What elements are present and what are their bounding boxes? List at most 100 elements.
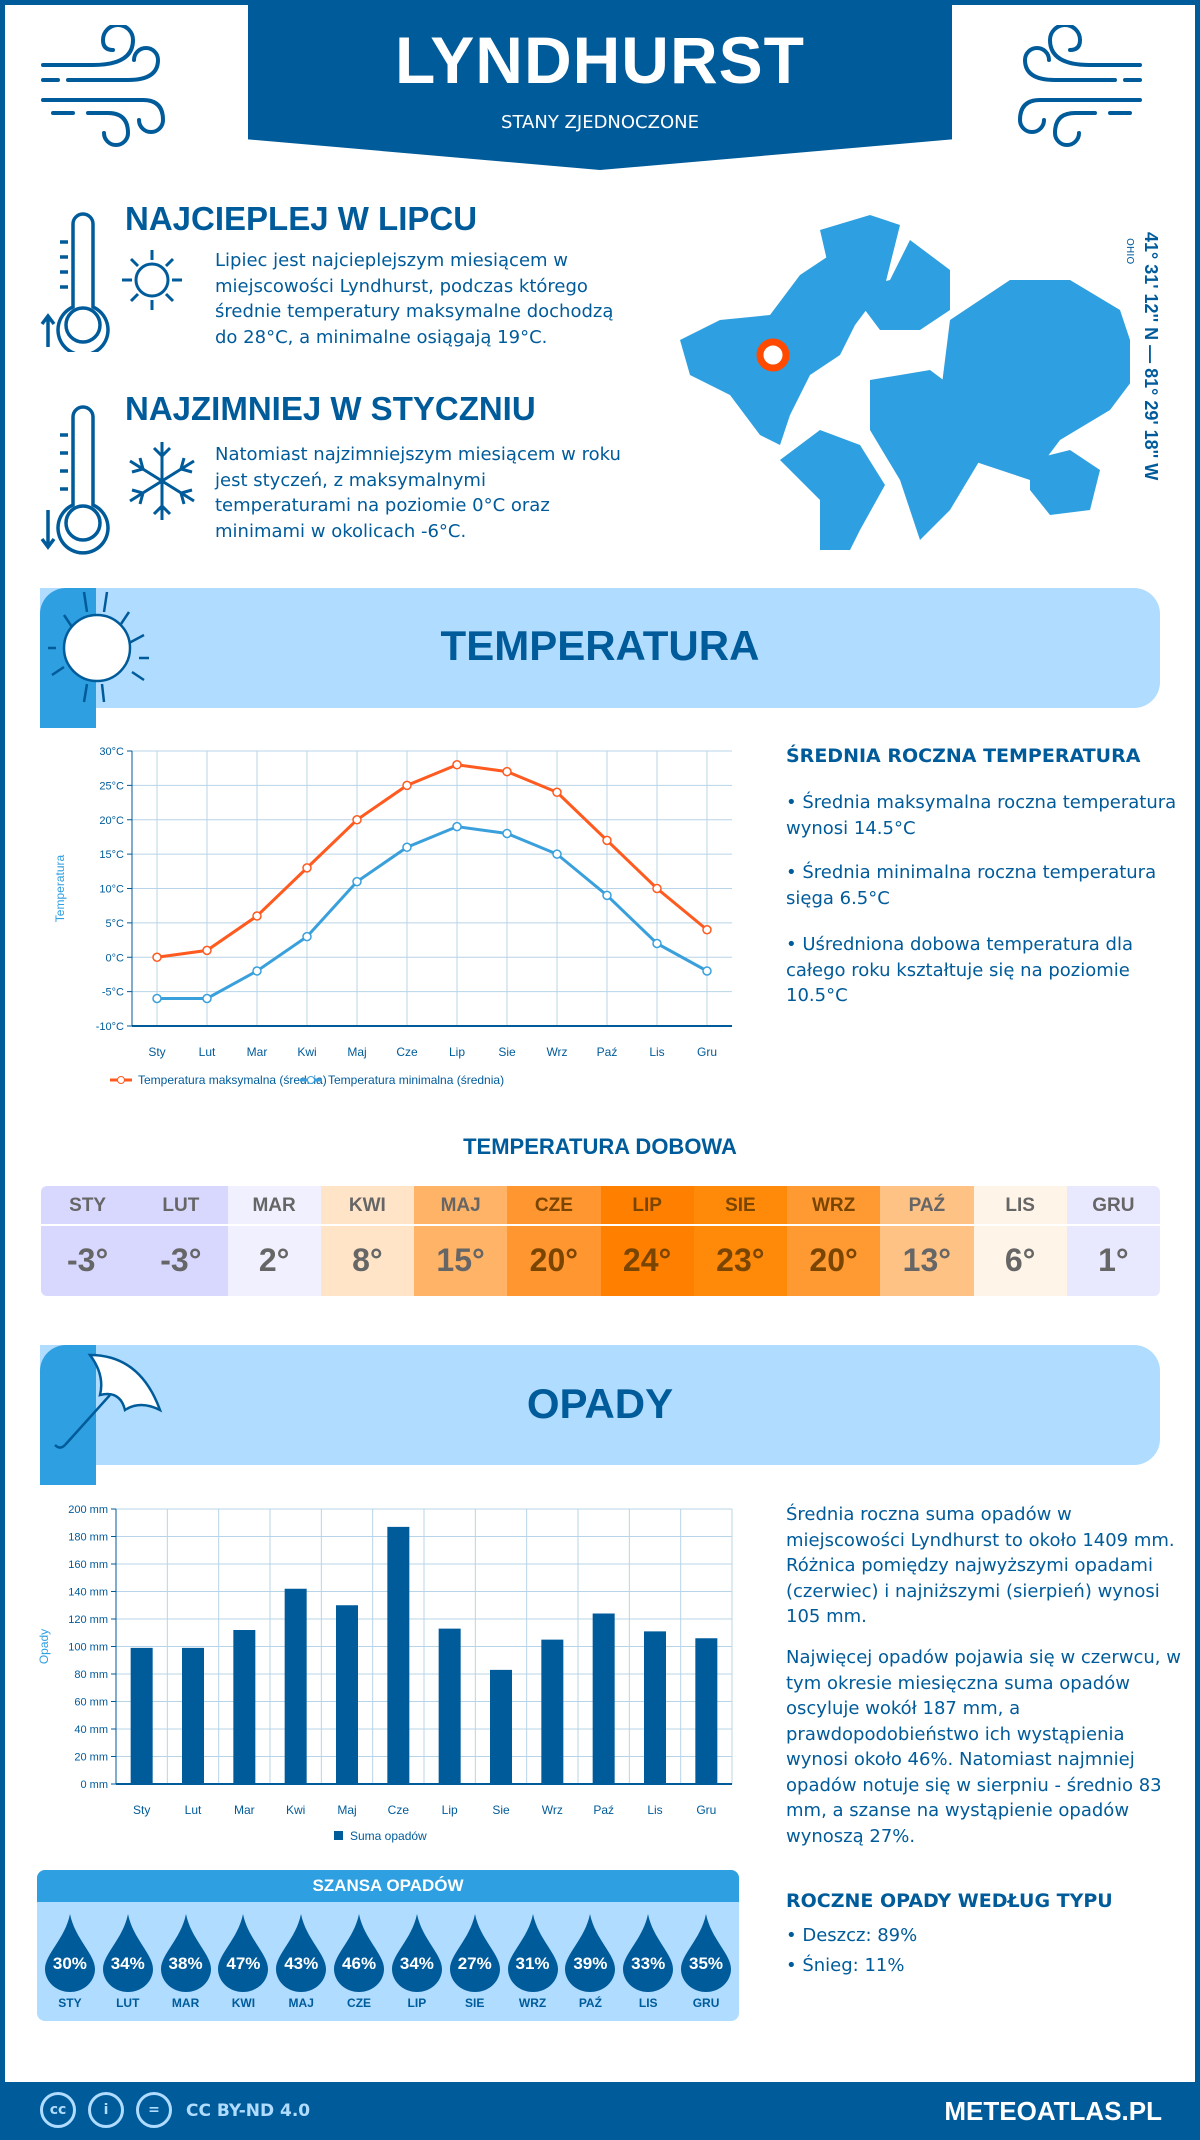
thermometer-cold-icon [40, 405, 110, 555]
daily-temp-table: STY -3° LUT -3° MAR 2° KWI 8° MAJ 15° CZE 20° LIP 24°… [41, 1186, 1160, 1296]
data-point [552, 787, 562, 797]
y-tick-label: 5°C [106, 918, 125, 930]
raindrop-icon [681, 1914, 732, 1992]
raindrop-icon [102, 1914, 153, 1992]
daily-temp-cell: WRZ 20° [787, 1186, 881, 1296]
location-marker [756, 338, 790, 372]
cc-icon: cc [40, 2092, 76, 2128]
x-tick-label: Maj [337, 1803, 356, 1817]
precip-banner [40, 1345, 1160, 1465]
precip-chance-item: 30% STY [41, 1902, 99, 2021]
x-tick-label: Wrz [542, 1803, 563, 1817]
x-tick-label: Sie [498, 1045, 516, 1059]
data-point [452, 821, 462, 832]
y-axis-label: Temperatura [53, 854, 67, 922]
precip-title: OPADY [526, 1380, 674, 1427]
chance-value: 38% [168, 1954, 203, 1973]
data-point [352, 815, 362, 825]
month-label: KWI [320, 1186, 414, 1226]
data-point [252, 966, 262, 976]
data-point [502, 766, 512, 777]
precip-type-snow: • Śnieg: 11% [786, 1955, 905, 1976]
x-tick-label: Kwi [297, 1045, 316, 1059]
temp-value: 2° [258, 1242, 290, 1278]
sun-icon [48, 591, 149, 703]
data-point [602, 835, 612, 846]
data-point [302, 931, 312, 942]
x-tick-label: Gru [697, 1045, 717, 1059]
month-label: GRU [692, 1996, 720, 2010]
site-link[interactable]: METEOATLAS.PL [944, 2096, 1162, 2126]
precip-chance-item: 38% MAR [157, 1902, 215, 2021]
chance-value: 47% [226, 1954, 261, 1973]
chance-value: 34% [110, 1954, 145, 1973]
country-subtitle: STANY ZJEDNOCZONE [501, 112, 699, 133]
chance-value: 30% [52, 1954, 87, 1973]
banner-strip [40, 1345, 96, 1485]
x-tick-label: Mar [247, 1045, 268, 1059]
chance-value: 43% [284, 1954, 319, 1973]
month-label: SIE [465, 1996, 485, 2010]
month-label: GRU [1066, 1186, 1160, 1226]
y-tick-label: 60 mm [74, 1697, 108, 1709]
wind-icon [1017, 25, 1142, 147]
x-tick-label: Cze [388, 1803, 410, 1817]
data-point [402, 780, 412, 791]
sun-icon [122, 250, 182, 310]
temp-value: 20° [529, 1242, 579, 1278]
precip-chance-item: 33% LIS [619, 1902, 677, 2021]
month-label: PAŹ [880, 1186, 974, 1226]
series-line [157, 825, 708, 1000]
raindrop-icon [565, 1914, 616, 1992]
precip-chance-item: 46% CZE [330, 1902, 388, 2021]
precip-text-1: Średnia roczna suma opadów w miejscowośc… [786, 1504, 1175, 1627]
raindrop-icon [507, 1914, 558, 1992]
bar [182, 1647, 204, 1784]
warmest-text: Lipiec jest najcieplejszym miesiącem w m… [215, 250, 614, 348]
month-label: CZE [347, 1996, 372, 2010]
month-label: MAR [227, 1186, 321, 1226]
data-point [702, 925, 712, 935]
precip-chance-item: 39% PAŹ [561, 1902, 619, 2021]
data-point [202, 945, 212, 956]
banner-notch [96, 708, 156, 738]
data-point [552, 849, 562, 859]
x-tick-label: Paź [597, 1045, 618, 1059]
temperature-title: TEMPERATURA [440, 622, 760, 669]
x-tick-label: Paź [593, 1803, 614, 1817]
chance-value: 39% [573, 1954, 608, 1973]
data-point [452, 760, 462, 770]
raindrop-icon [391, 1914, 442, 1992]
x-tick-label: Cze [396, 1045, 418, 1059]
y-tick-label: 0°C [106, 952, 125, 964]
x-tick-label: Wrz [546, 1045, 567, 1059]
temperature-chart: -10°C -5°C 0°C 5°C 10°C 15°C 20°C 25°C 30°C Sty Lu… [53, 746, 732, 1087]
annual-temp-heading: ŚREDNIA ROCZNA TEMPERATURA [786, 745, 1141, 767]
y-axis-label: Opady [37, 1629, 51, 1664]
month-label: MAR [171, 1996, 200, 2010]
footer: cc i = CC BY-ND 4.0 METEOATLAS.PL [0, 2082, 1200, 2140]
y-tick-label: 100 mm [68, 1642, 108, 1654]
coordinates: 41° 31' 12'' N — 81° 29' 18'' W [1141, 232, 1161, 481]
y-tick-label: 20°C [99, 815, 124, 827]
bar [541, 1639, 564, 1784]
bar [592, 1613, 615, 1784]
y-tick-label: 0 mm [81, 1779, 109, 1791]
umbrella-icon [54, 1353, 163, 1449]
chance-value: 46% [342, 1954, 377, 1973]
bar [130, 1647, 153, 1784]
header-banner [248, 0, 952, 170]
x-tick-label: Lip [449, 1045, 465, 1059]
no-derivatives-icon: = [136, 2092, 172, 2128]
data-point [152, 993, 162, 1004]
month-label: MAJ [414, 1186, 508, 1226]
temp-value: 1° [1098, 1242, 1129, 1278]
x-tick-label: Sty [148, 1045, 165, 1059]
daily-temp-cell: SIE 23° [693, 1186, 787, 1296]
data-point [302, 863, 312, 873]
annual-temp-bullet-1: • Średnia maksymalna roczna temperatura … [786, 792, 1177, 839]
daily-temp-cell: STY -3° [41, 1186, 135, 1296]
legend-label: Temperatura maksymalna (średnia) [138, 1073, 327, 1087]
legend-swatch [334, 1831, 343, 1840]
temp-value: -3° [67, 1242, 109, 1278]
